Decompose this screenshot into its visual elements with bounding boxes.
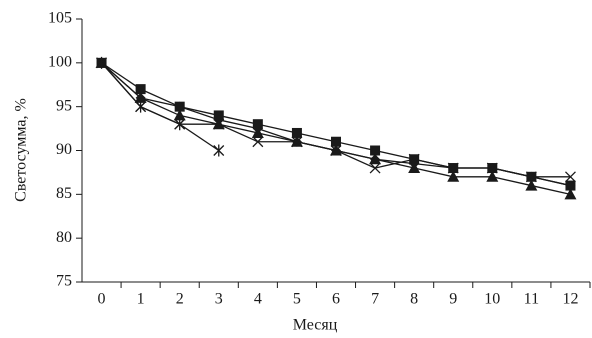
y-tick-label: 85 xyxy=(56,185,72,202)
x-axis-label: Месяц xyxy=(293,317,338,334)
marker xyxy=(447,170,460,182)
x-tick-label: 5 xyxy=(293,291,301,308)
series-line xyxy=(101,62,571,195)
y-tick-label: 75 xyxy=(56,273,72,290)
marker xyxy=(291,127,302,138)
marker xyxy=(135,84,146,95)
marker xyxy=(408,153,420,165)
x-tick-label: 6 xyxy=(332,291,340,308)
marker xyxy=(447,162,459,174)
marker xyxy=(565,180,576,191)
marker xyxy=(330,145,342,156)
y-axis-label: Светосумма, % xyxy=(13,98,30,202)
x-tick-label: 11 xyxy=(524,291,539,308)
x-tick-label: 12 xyxy=(562,291,578,308)
x-tick-label: 8 xyxy=(410,291,418,308)
y-tick-label: 95 xyxy=(56,97,72,114)
marker xyxy=(213,118,225,130)
marker xyxy=(135,92,146,103)
x-tick-label: 4 xyxy=(254,291,262,308)
marker xyxy=(486,170,499,182)
series-line xyxy=(101,62,220,152)
marker xyxy=(213,144,225,157)
marker xyxy=(174,101,185,112)
x-tick-label: 0 xyxy=(98,291,106,308)
x-tick-label: 2 xyxy=(176,291,184,308)
x-tick-label: 10 xyxy=(484,291,500,308)
marker xyxy=(252,123,263,134)
marker xyxy=(525,179,538,191)
marker xyxy=(486,162,498,174)
marker xyxy=(370,145,381,156)
y-tick-label: 90 xyxy=(56,141,72,158)
y-tick-label: 100 xyxy=(48,54,72,71)
x-tick-label: 9 xyxy=(449,291,457,308)
y-tick-label: 105 xyxy=(48,10,72,27)
marker xyxy=(135,100,147,113)
marker xyxy=(525,171,537,183)
y-tick-label: 80 xyxy=(56,229,72,246)
series-line xyxy=(101,62,571,178)
x-tick-label: 3 xyxy=(215,291,223,308)
marker xyxy=(370,154,381,165)
marker xyxy=(252,136,264,148)
marker xyxy=(331,136,341,147)
marker xyxy=(174,118,186,131)
marker xyxy=(565,171,576,183)
marker xyxy=(96,56,107,69)
marker xyxy=(564,188,577,200)
series-line xyxy=(101,62,571,187)
series-line xyxy=(101,62,571,187)
marker xyxy=(291,136,303,148)
x-tick-label: 1 xyxy=(137,291,145,308)
marker xyxy=(369,162,381,174)
marker xyxy=(173,109,186,121)
x-tick-label: 7 xyxy=(371,291,379,308)
